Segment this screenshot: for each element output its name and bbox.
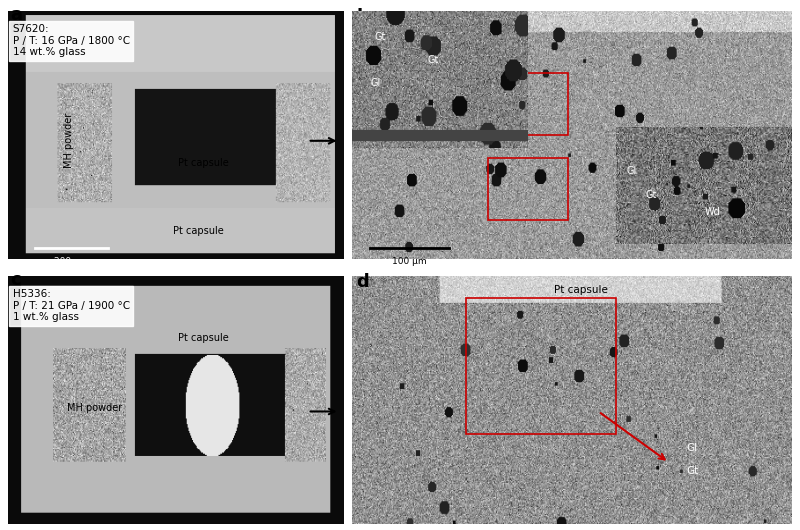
Text: Gt: Gt	[646, 190, 657, 200]
Text: H5336:
P / T: 21 GPa / 1900 °C
1 wt.% glass: H5336: P / T: 21 GPa / 1900 °C 1 wt.% gl…	[13, 289, 130, 322]
Text: 200 µm: 200 µm	[54, 258, 89, 267]
Text: MH powder: MH powder	[64, 113, 74, 169]
Text: Pt capsule: Pt capsule	[174, 226, 224, 236]
Text: Gt: Gt	[374, 32, 386, 42]
Bar	[488, 158, 568, 220]
Bar	[488, 73, 568, 135]
Text: Wd: Wd	[705, 207, 720, 217]
Text: a: a	[10, 6, 22, 24]
Text: MH powder: MH powder	[66, 403, 122, 413]
Text: Pt capsule: Pt capsule	[554, 285, 608, 295]
Text: Gl: Gl	[626, 166, 637, 176]
Text: Gt: Gt	[427, 55, 438, 65]
Text: 100 µm: 100 µm	[392, 258, 426, 267]
Text: Gl: Gl	[686, 443, 698, 453]
Text: Pt capsule: Pt capsule	[178, 333, 229, 343]
Text: S7620:
P / T: 16 GPa / 1800 °C
14 wt.% glass: S7620: P / T: 16 GPa / 1800 °C 14 wt.% g…	[13, 24, 130, 57]
Text: Pt capsule: Pt capsule	[178, 158, 229, 169]
Bar	[466, 298, 616, 434]
Text: c: c	[10, 271, 22, 289]
Text: b: b	[357, 8, 370, 26]
Text: d: d	[357, 273, 369, 291]
Text: Gl: Gl	[370, 78, 380, 88]
Text: Gt: Gt	[686, 466, 698, 476]
